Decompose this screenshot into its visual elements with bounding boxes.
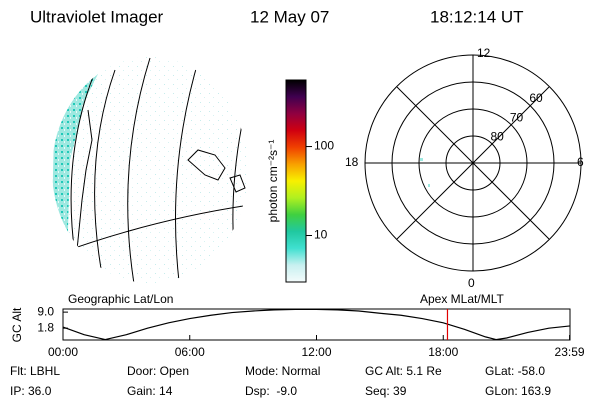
globe-image (52, 57, 248, 283)
x-tick-label: 00:00 (48, 345, 78, 359)
info-text: IP: 36.0 (10, 384, 52, 398)
date: 12 May 07 (250, 7, 329, 26)
lat-ring (391, 81, 555, 245)
lat-label: 80 (490, 130, 504, 144)
lat-ring (445, 135, 501, 191)
lat-ring (418, 108, 528, 218)
time: 18:12:14 UT (430, 7, 524, 26)
info-text: Gain: 14 (127, 384, 173, 398)
info-text: Door: Open (127, 364, 189, 378)
line (62, 308, 571, 341)
colorbar (285, 79, 307, 283)
mlt-label: 6 (577, 155, 584, 169)
y-tick-label: 9.0 (37, 304, 54, 318)
mlt-label: 18 (345, 155, 359, 169)
lat-label: 70 (510, 110, 524, 124)
colorbar-tick-label: 100 (314, 139, 334, 153)
polar-plot (364, 54, 582, 272)
mlt-label: 0 (468, 276, 475, 290)
x-tick-label: 18:00 (428, 345, 458, 359)
x-tick-label: 23:59 (555, 345, 585, 359)
info-text: GLon: 163.9 (485, 384, 551, 398)
info-text: GC Alt: 5.1 Re (365, 364, 442, 378)
colorbar-label: photon cm⁻²s⁻¹ (266, 140, 280, 223)
info-panel: Flt: LBHL Door: Open Mode: Normal GC Alt: 5… (10, 364, 551, 398)
info-text: Mode: Normal (245, 364, 320, 378)
y-tick-label: 1.8 (37, 320, 54, 334)
info-text: Dsp: -9.0 (245, 384, 297, 398)
mlt-label: 12 (477, 46, 491, 60)
info-text: GLat: -58.0 (485, 364, 545, 378)
x-tick-label: 06:00 (175, 345, 205, 359)
lat-label: 60 (529, 91, 543, 105)
colorbar-tick-label: 10 (314, 228, 328, 242)
x-tick-label: 12:00 (301, 345, 331, 359)
title: Ultraviolet Imager (30, 7, 164, 26)
y-axis-label: GC Alt (10, 307, 24, 342)
info-text: Seq: 39 (365, 384, 407, 398)
geo-label: Geographic Lat/Lon (68, 292, 173, 306)
info-text: Flt: LBHL (10, 364, 60, 378)
apex-label: Apex MLat/MLT (420, 292, 504, 306)
